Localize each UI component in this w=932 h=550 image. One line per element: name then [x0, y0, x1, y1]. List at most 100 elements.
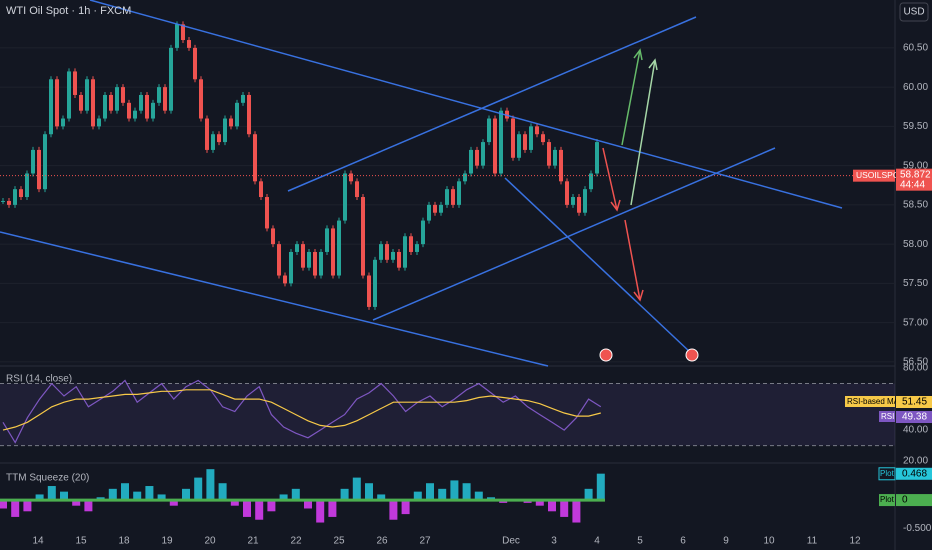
- rsi-name: RSI: [881, 412, 894, 421]
- candle: [241, 94, 245, 103]
- candle: [151, 102, 155, 119]
- candle: [235, 102, 239, 127]
- plot-value: 0.468: [902, 468, 927, 479]
- candle: [343, 173, 347, 221]
- candle: [115, 87, 119, 111]
- symbol-label: USOILSPOT: [856, 170, 905, 180]
- candle: [301, 244, 305, 268]
- arrows: [602, 48, 658, 302]
- candle: [259, 181, 263, 198]
- squeeze-bar: [11, 500, 20, 517]
- candle: [307, 251, 311, 268]
- squeeze-bar: [218, 483, 227, 501]
- rsi-value: 49.38: [902, 412, 927, 423]
- candle: [397, 251, 401, 268]
- candle: [457, 181, 461, 205]
- candle: [517, 134, 521, 158]
- plot-badge: [878, 467, 896, 481]
- candle: [565, 181, 569, 205]
- candle: [127, 102, 131, 119]
- candle: [25, 173, 29, 198]
- symbol-badge: [853, 169, 895, 182]
- currency[interactable]: USD: [903, 7, 924, 18]
- x-tick-label: 21: [247, 536, 259, 547]
- candle: [469, 149, 473, 174]
- x-tick-label: 12: [849, 536, 861, 547]
- y-tick-label: 59.00: [903, 160, 928, 171]
- y-tick-label: 80.00: [903, 363, 928, 374]
- squeeze-bar: [35, 494, 44, 501]
- price-badge: [896, 168, 932, 191]
- candle: [361, 197, 365, 276]
- candle: [193, 47, 197, 80]
- squeeze-bar: [108, 488, 117, 501]
- candle: [373, 259, 377, 307]
- squeeze-bar: [584, 488, 593, 501]
- squeeze-bar: [84, 500, 93, 512]
- candle: [547, 142, 551, 166]
- squeeze-bar: [389, 500, 398, 520]
- candle: [409, 236, 413, 252]
- candle: [439, 204, 443, 213]
- ma-value-badge: [896, 396, 932, 408]
- drawings: [0, 0, 843, 367]
- candle: [337, 220, 341, 276]
- squeeze-bar: [230, 500, 239, 506]
- candle: [133, 110, 137, 119]
- x-tick-label: 5: [637, 536, 643, 547]
- y-tick-label: 57.00: [903, 317, 928, 328]
- rsi-value-badge: [896, 411, 932, 423]
- plot2-value-badge: [896, 494, 932, 507]
- candle: [91, 79, 95, 127]
- candle: [595, 142, 599, 174]
- candle: [253, 134, 257, 182]
- squeeze-title: TTM Squeeze (20): [6, 473, 89, 484]
- squeeze-bar: [535, 500, 544, 506]
- trend-line: [0, 231, 549, 367]
- candle: [97, 118, 101, 127]
- candle: [445, 189, 449, 205]
- squeeze-bar: [560, 500, 569, 517]
- candle: [415, 244, 419, 252]
- y-tick-label: 60.50: [903, 43, 928, 54]
- candle: [481, 142, 485, 166]
- x-tick-label: 9: [723, 536, 729, 547]
- candle: [175, 24, 179, 48]
- plot-value-badge: [896, 467, 932, 480]
- squeeze-bar: [0, 500, 7, 509]
- squeeze-bar: [316, 500, 325, 523]
- last-price: 58.872: [900, 169, 931, 180]
- candle: [433, 204, 437, 213]
- squeeze-bar: [72, 500, 81, 506]
- candle: [13, 189, 17, 205]
- ma-name: RSI-based MA: [847, 397, 900, 406]
- y-tick-label: 57.50: [903, 278, 928, 289]
- squeeze-bar: [340, 488, 349, 501]
- currency-box[interactable]: [899, 2, 929, 22]
- arrow: [624, 219, 644, 302]
- candle: [385, 244, 389, 260]
- candle: [229, 118, 233, 127]
- x-tick-label: 15: [75, 536, 87, 547]
- event-flag: [599, 348, 613, 362]
- candle: [553, 149, 557, 166]
- rsi-badge: [879, 411, 895, 422]
- candle: [55, 79, 59, 127]
- x-tick-label: 11: [807, 536, 818, 547]
- candle: [157, 87, 161, 103]
- candle: [355, 181, 359, 198]
- candle: [379, 244, 383, 260]
- candle: [499, 110, 503, 174]
- trend-line: [504, 177, 691, 353]
- candle: [523, 134, 527, 150]
- candle: [199, 79, 203, 119]
- candle: [421, 220, 425, 245]
- candle: [169, 47, 173, 111]
- squeeze-bar: [438, 488, 447, 501]
- squeeze-bar: [121, 483, 129, 501]
- candle: [247, 94, 251, 135]
- arrow: [630, 58, 658, 206]
- squeeze-bar: [182, 488, 190, 501]
